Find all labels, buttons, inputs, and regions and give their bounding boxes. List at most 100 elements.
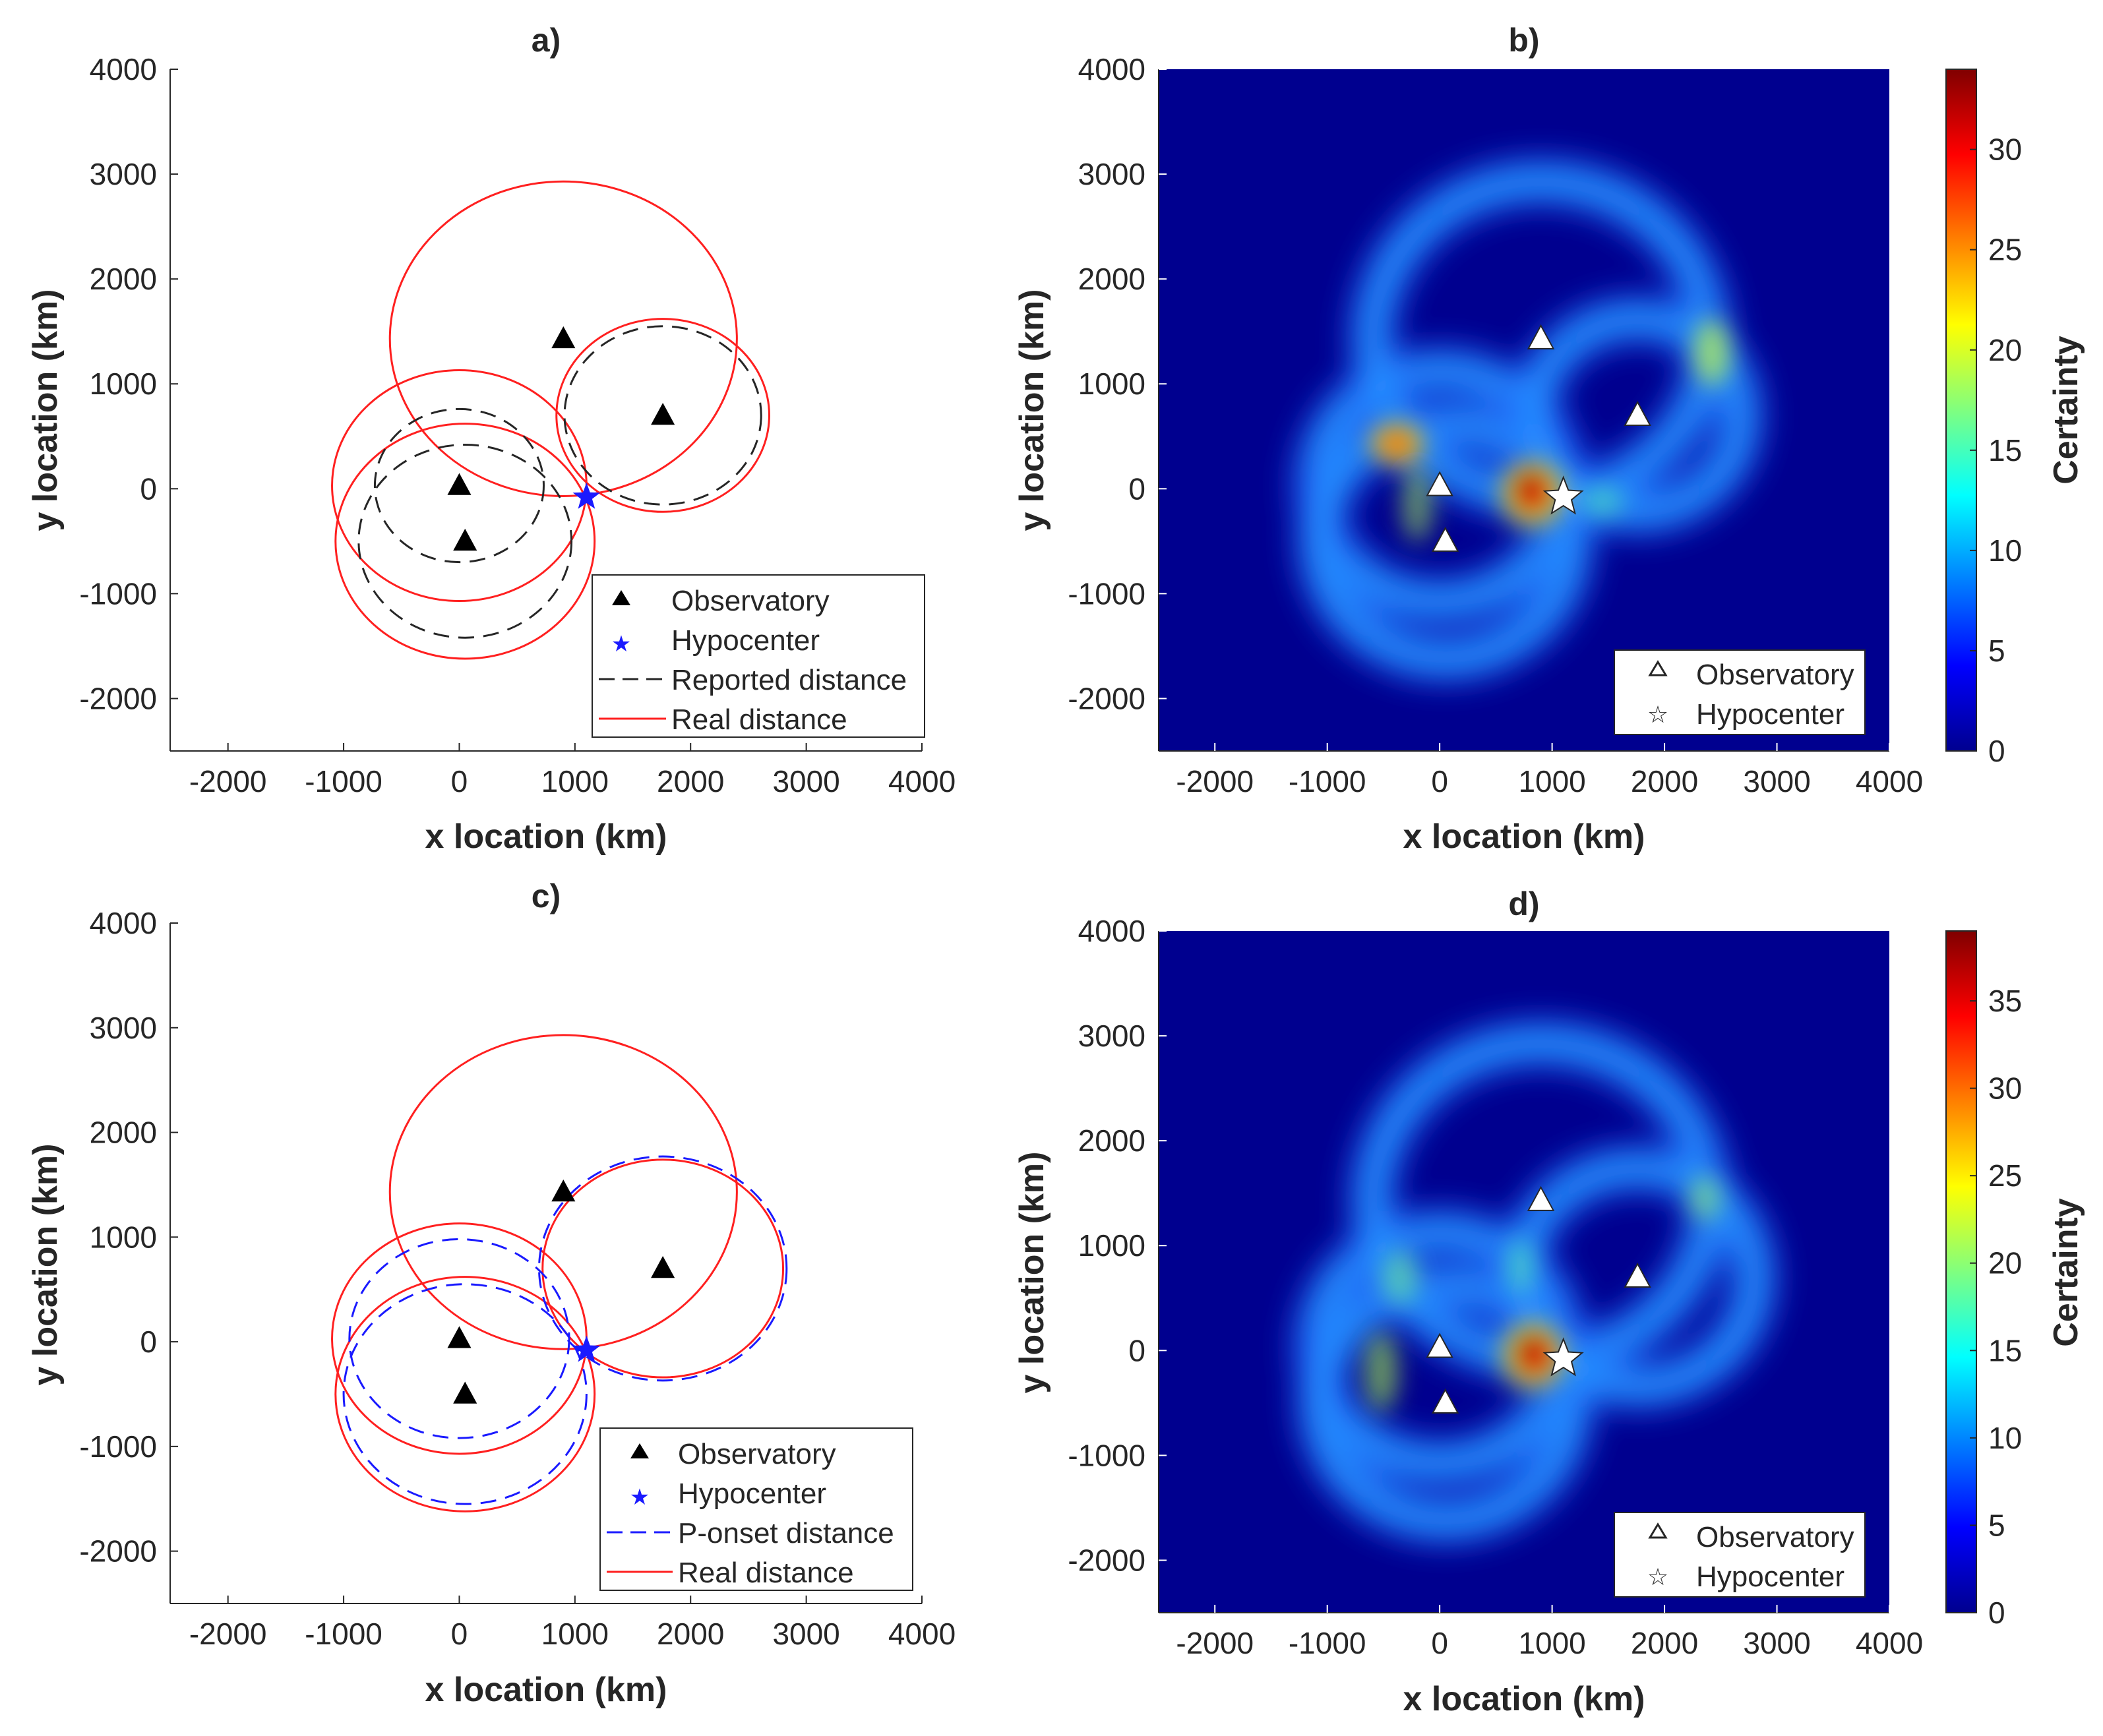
observatory-marker [1431,1388,1459,1414]
panel-c-legend-observatory: Observatory [678,1438,836,1470]
x-tick-label: -2000 [1176,1626,1254,1660]
certainty-hotspot [1582,487,1624,516]
x-tick-label: 3000 [1743,764,1810,798]
certainty-hotspot [1382,1249,1418,1305]
panel-b-plot [1426,324,1651,552]
y-tick-label: -1000 [1068,1438,1145,1472]
x-tick-label: 0 [451,1617,468,1651]
certainty-hotspot [1519,1336,1544,1367]
colorbar-tick-label: 10 [1988,533,2022,568]
panel-a-plot [331,180,770,660]
panel-a-legend-solid: Real distance [671,703,847,736]
observatory-marker [1426,1332,1453,1358]
panel-c: -2000 -1000 0 1000 2000 3000 4000 -2000 -1000 0 10… [26,878,956,1709]
real-distance-circle [541,1158,785,1379]
observatory-marker [551,1180,576,1202]
colorbar-tick-label: 5 [1988,634,2005,668]
x-tick-label: 1000 [541,1617,609,1651]
colorbar-tick-label: 0 [1988,734,2005,768]
certainty-hotspot [1517,474,1542,504]
panel-b-colorbar-label: Certainty [2047,336,2085,484]
colorbar-tick-label: 15 [1988,1333,2022,1367]
observatory-marker [1527,1185,1555,1211]
y-tick-label: 4000 [90,906,157,940]
hypocenter-marker [1542,1337,1584,1377]
colorbar-tick-label: 25 [1988,233,2022,267]
panel-b-title: b) [1508,22,1539,59]
y-tick-label: 0 [1128,471,1145,506]
panel-a-legend-observatory: Observatory [671,585,830,617]
legend-observatory-marker [630,1443,649,1458]
panel-c-legend-solid: Real distance [678,1557,854,1589]
certainty-ring-inner [1309,413,1581,669]
y-tick-label: -1000 [79,1429,157,1464]
panel-c-ylabel: y location (km) [26,1144,65,1386]
observatory-marker [651,1255,675,1278]
certainty-hotspot [1401,466,1433,543]
legend-hypocenter-marker: ☆ [1647,701,1668,728]
certainty-hotspots [1370,318,1730,543]
x-tick-label: -1000 [305,764,382,798]
panel-b-heatmap [1293,158,1764,682]
x-tick-label: -2000 [189,1617,267,1651]
dashed-distance-circle [537,1155,788,1382]
legend-observatory-marker [612,590,630,605]
colorbar-tick-label: 30 [1988,1071,2022,1106]
x-tick-label: 3000 [772,764,839,798]
panel-a-axes: -2000 -1000 0 1000 2000 3000 4000 -2000 -1000 0 10… [79,52,956,798]
x-tick-label: -2000 [1176,764,1254,798]
observatory-marker [1431,526,1459,552]
panel-b: -2000 -1000 0 1000 2000 3000 4000 -2000 -1000 0 10… [1013,22,2085,856]
y-tick-label: 2000 [1078,262,1145,296]
dashed-distance-circle [563,325,762,506]
y-tick-label: -2000 [79,681,157,715]
y-tick-label: 0 [140,471,157,506]
y-tick-label: -2000 [1068,1543,1145,1577]
y-tick-label: 4000 [1078,914,1145,948]
colorbar-gradient [1945,930,1977,1613]
x-tick-label: -1000 [1289,764,1366,798]
x-tick-label: 1000 [1518,1626,1585,1660]
y-tick-label: 0 [140,1325,157,1359]
x-tick-label: -1000 [305,1617,382,1651]
observatory-marker [453,1381,477,1404]
panel-b-legend: Observatory ☆ Hypocenter [1614,649,1866,735]
x-tick-label: 2000 [1631,764,1698,798]
y-tick-label: -2000 [79,1534,157,1569]
y-tick-label: 3000 [90,1011,157,1045]
y-tick-label: 3000 [1078,157,1145,191]
certainty-hotspots [1364,1175,1721,1412]
observatory-marker [1624,400,1651,426]
colorbar-tick-label: 0 [1988,1596,2005,1630]
y-tick-label: 1000 [1078,367,1145,401]
certainty-hotspot [1693,318,1730,386]
dashed-distance-circle [342,1283,588,1505]
x-tick-label: 4000 [1856,1626,1923,1660]
panel-d-plot [1426,1185,1651,1414]
legend-hypocenter-marker: ☆ [1647,1563,1668,1590]
certainty-ring-inner [1524,309,1751,522]
colorbar-tick-label: 25 [1988,1158,2022,1193]
panel-b-colorbar: 0 5 10 15 20 25 30 [1945,69,2022,768]
y-tick-label: -1000 [1068,576,1145,611]
observatory-marker [447,473,472,495]
x-tick-label: 4000 [888,764,956,798]
hypocenter-marker [1542,475,1584,515]
panel-a-xlabel: x location (km) [425,818,667,856]
x-tick-label: -2000 [189,764,267,798]
y-tick-label: 3000 [90,157,157,191]
x-tick-label: 1000 [541,764,609,798]
x-tick-label: 1000 [1518,764,1585,798]
legend-hypocenter-marker: ★ [611,632,631,657]
x-tick-label: 2000 [657,1617,724,1651]
certainty-hotspot [1364,1331,1399,1412]
panel-b-legend-observatory: Observatory [1696,659,1854,691]
panel-c-xlabel: x location (km) [425,1671,667,1709]
observatory-marker [651,402,675,425]
panel-b-axes: -2000 -1000 0 1000 2000 3000 4000 -2000 -1000 0 10… [1068,52,1923,798]
real-distance-circle [334,423,596,660]
panel-d-ylabel: y location (km) [1013,1152,1051,1394]
y-tick-label: 1000 [1078,1228,1145,1263]
panel-d-colorbar-label: Certainty [2047,1198,2085,1346]
